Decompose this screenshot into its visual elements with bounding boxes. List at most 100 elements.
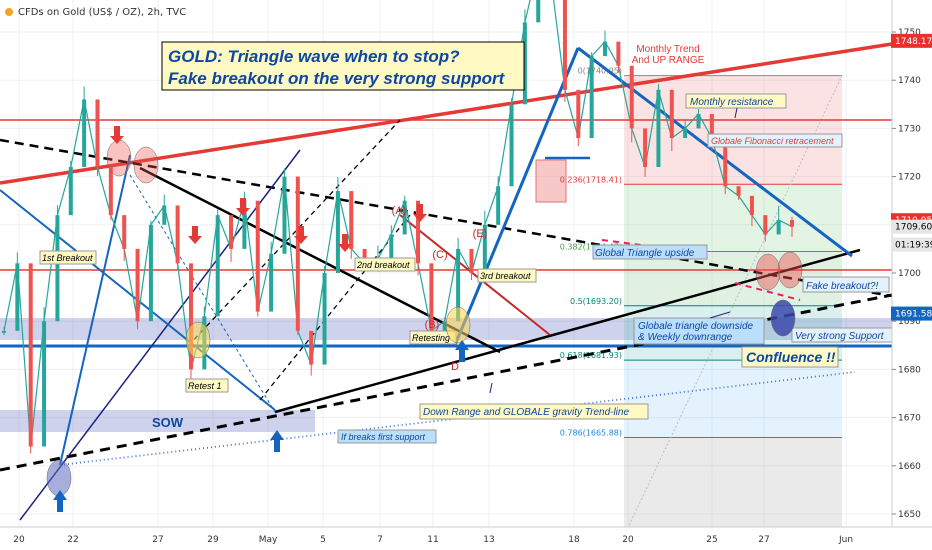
fib-band xyxy=(624,184,842,252)
second-breakout-label: 2nd breakout xyxy=(356,260,410,270)
price-candle xyxy=(482,224,487,273)
wave-b-label: (B) xyxy=(425,319,440,331)
price-candle xyxy=(696,113,701,129)
price-candle xyxy=(536,0,541,23)
pink-dash-1 xyxy=(601,239,681,251)
price-candle xyxy=(509,104,514,187)
price-candle xyxy=(135,248,140,322)
time-axis-tick-label: 25 xyxy=(706,535,717,545)
price-axis-tick-label: 1750 xyxy=(898,28,921,38)
fib-level-label: 0(1740.95) xyxy=(578,67,622,76)
price-candle xyxy=(349,191,354,249)
third-breakout-box xyxy=(477,268,537,283)
global-triangle-upside-label: Global Triangle upside xyxy=(595,248,695,259)
highlight-circle xyxy=(106,139,132,177)
upper-dashed-trend xyxy=(0,138,893,298)
price-candle xyxy=(576,89,581,139)
if-breaks-label: If breaks first support xyxy=(341,432,426,442)
dashed-descend xyxy=(129,174,276,413)
down-range-label: Down Range and GLOBALE gravity Trend-lin… xyxy=(423,407,629,418)
time-axis-tick-label: 13 xyxy=(483,535,494,545)
highlight-circle xyxy=(770,299,796,337)
price-candle xyxy=(749,195,754,216)
blue-up-arrow xyxy=(53,490,67,512)
sow-label: SOW xyxy=(152,415,184,430)
highlight-circle xyxy=(777,251,803,289)
price-candle xyxy=(656,89,661,167)
price-candle xyxy=(776,219,781,235)
price-candle xyxy=(242,200,247,249)
price-candle xyxy=(562,0,567,90)
time-axis-tick-label: 11 xyxy=(427,535,438,545)
red-pattern-line xyxy=(399,214,551,336)
time-axis-tick-label: 20 xyxy=(622,535,634,545)
price-candle xyxy=(108,166,113,216)
header-layer: CFDs on Gold (US$ / OZ), 2h, TVC xyxy=(5,7,186,18)
monthly-trend-up-range xyxy=(0,42,893,185)
time-axis-tick-label: 27 xyxy=(152,535,163,545)
price-candle xyxy=(42,321,47,447)
time-axis-tick-label: 5 xyxy=(320,535,326,545)
price-candle xyxy=(229,215,234,249)
retest-1-label: Retest 1 xyxy=(188,381,222,391)
up-range-trend xyxy=(274,248,861,414)
price-axis-tick-label: 1650 xyxy=(898,510,921,520)
price-candle xyxy=(215,215,220,317)
pink-dash-2 xyxy=(734,282,801,301)
rising-thin-line xyxy=(19,149,301,521)
price-axis-tick-label: 1720 xyxy=(898,173,921,183)
time-axis-tick-label: May xyxy=(259,535,278,545)
blue-fall-triangle xyxy=(577,46,853,258)
globale-fib-box xyxy=(707,133,843,148)
price-candle xyxy=(309,330,314,365)
price-candle xyxy=(335,191,340,273)
retest-1-box xyxy=(185,378,229,393)
time-axis-tick-label: 27 xyxy=(758,535,769,545)
price-candle xyxy=(122,215,127,249)
second-breakout-box xyxy=(354,257,416,272)
resistance-box xyxy=(535,159,567,203)
global-triangle-downside-label: & Weekly downrange xyxy=(638,332,733,343)
price-candle xyxy=(416,200,421,264)
price-candle xyxy=(255,200,260,312)
down-range-box xyxy=(419,403,649,420)
price-series xyxy=(2,0,794,454)
first-breakout-box xyxy=(39,250,97,265)
time-axis-tick-label: 7 xyxy=(377,535,383,545)
red-down-arrow xyxy=(188,226,202,244)
fib-band xyxy=(624,360,842,438)
price-candle xyxy=(736,186,741,196)
confluence-box xyxy=(741,346,839,368)
global-triangle-downside-label: Globale triangle downside xyxy=(638,321,754,332)
time-axis-tick-label: 29 xyxy=(207,535,219,545)
price-tag-label: 1691.58 xyxy=(895,310,932,320)
time-axis-tick-label: 22 xyxy=(67,535,78,545)
price-candle xyxy=(175,205,180,264)
first-breakout-label: 1st Breakout xyxy=(42,253,93,263)
price-candle xyxy=(362,248,367,264)
price-tag-label: 1709.60 xyxy=(895,223,932,233)
price-candle xyxy=(616,41,621,66)
price-axis-tick-label: 1700 xyxy=(898,269,921,279)
price-candle xyxy=(709,113,714,139)
retesting-label: Retesting xyxy=(412,333,450,343)
price-candle xyxy=(629,65,634,129)
downside-pointer xyxy=(709,311,731,319)
price-candle xyxy=(723,138,728,187)
very-strong-support-label: Very strong Support xyxy=(795,331,885,342)
monthly-resistance-box xyxy=(685,93,787,109)
price-candle xyxy=(269,253,274,312)
price-candle xyxy=(188,263,193,370)
red-down-arrow xyxy=(294,226,308,244)
support-zone-sow xyxy=(0,410,315,432)
price-candle xyxy=(295,176,300,331)
monthly-trend-label: Monthly Trend xyxy=(636,44,699,55)
fib-level-label: 0.5(1693.20) xyxy=(570,297,622,306)
price-candle xyxy=(2,330,6,333)
red-down-arrow xyxy=(413,204,427,222)
price-axis-tick-label: 1680 xyxy=(898,365,921,375)
global-triangle-upside-box xyxy=(592,244,708,260)
fib-level-label: 0.786(1665.88) xyxy=(560,428,622,437)
symbol-title: CFDs on Gold (US$ / OZ), 2h, TVC xyxy=(18,7,186,18)
